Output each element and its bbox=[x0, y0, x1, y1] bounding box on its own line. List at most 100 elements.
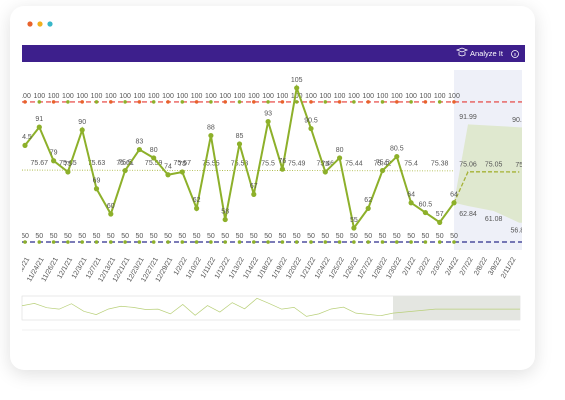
ucl-label: 100 bbox=[219, 93, 231, 100]
lcl-label: 50 bbox=[93, 233, 101, 240]
ucl-dot bbox=[123, 100, 127, 104]
lcl-dot bbox=[109, 240, 113, 244]
info-button[interactable] bbox=[511, 50, 519, 58]
data-point bbox=[408, 200, 414, 206]
data-label: 64 bbox=[450, 192, 458, 199]
forecast-upper-label: 90.93 bbox=[512, 117, 530, 124]
data-point bbox=[122, 167, 128, 174]
data-line bbox=[24, 83, 455, 231]
forecast-mean-label: 75.05 bbox=[485, 162, 503, 169]
data-label: 76 bbox=[279, 158, 287, 165]
mean-label: 75.65 bbox=[59, 160, 77, 167]
lcl-dot bbox=[94, 240, 99, 244]
ucl-label: 100 bbox=[205, 93, 217, 100]
lcl-dot bbox=[194, 240, 199, 244]
lcl-label: 50 bbox=[264, 233, 272, 240]
ucl-dot bbox=[80, 100, 84, 104]
lcl-label: 50 bbox=[21, 233, 29, 240]
card: Analyze It 100 100 100 100 100 100 100 100 100 10… bbox=[10, 6, 535, 370]
analyze-button[interactable]: Analyze It bbox=[455, 47, 504, 58]
data-label: 80.5 bbox=[390, 145, 404, 152]
data-label: 75.5 bbox=[376, 159, 390, 166]
ucl-dot bbox=[137, 100, 142, 104]
lcl-label: 50 bbox=[64, 233, 72, 240]
lcl-label: 50 bbox=[178, 233, 186, 240]
ucl-label: 100 bbox=[362, 93, 374, 100]
ucl-dot bbox=[323, 100, 328, 104]
lcl-dot bbox=[237, 240, 242, 244]
data-point bbox=[65, 169, 71, 175]
lcl-dot bbox=[137, 240, 142, 244]
data-point bbox=[294, 85, 300, 91]
ucl-label: 100 bbox=[377, 93, 389, 100]
navigator-range[interactable] bbox=[393, 296, 520, 320]
data-label: 75.5 bbox=[118, 159, 132, 166]
ucl-label: 100 bbox=[234, 93, 246, 100]
lcl-dot bbox=[209, 240, 213, 244]
window-dot bbox=[47, 21, 53, 27]
lcl-label: 50 bbox=[164, 233, 172, 240]
analyze-label: Analyze It bbox=[470, 49, 504, 58]
forecast-lower-label: 61.08 bbox=[485, 216, 503, 223]
lcl-label: 50 bbox=[193, 233, 201, 240]
ucl-label: 100 bbox=[348, 93, 360, 100]
ucl-dot bbox=[209, 100, 213, 104]
lcl-label: 50 bbox=[321, 233, 329, 240]
data-point bbox=[451, 200, 457, 206]
data-point bbox=[279, 166, 285, 172]
lcl-label: 50 bbox=[279, 233, 287, 240]
ucl-dot bbox=[294, 100, 299, 104]
lcl-label: 50 bbox=[50, 233, 58, 240]
ucl-dot bbox=[237, 100, 242, 104]
data-point bbox=[437, 219, 443, 225]
mean-label: 75.5 bbox=[261, 160, 275, 167]
lcl-dot bbox=[66, 240, 70, 244]
data-label: 91 bbox=[35, 116, 43, 123]
ucl-label: 100 bbox=[33, 93, 45, 100]
lcl-label: 50 bbox=[350, 233, 358, 240]
data-point bbox=[236, 141, 243, 147]
data-point bbox=[222, 216, 228, 223]
lcl-dot bbox=[366, 240, 371, 244]
lcl-dot bbox=[180, 240, 185, 244]
lcl-label: 50 bbox=[307, 233, 315, 240]
mean-label: 75.46 bbox=[317, 161, 335, 168]
data-label: 67 bbox=[250, 183, 258, 190]
data-point bbox=[179, 169, 185, 175]
data-point bbox=[165, 172, 171, 178]
ucl-label: 100 bbox=[162, 93, 174, 100]
data-point bbox=[337, 155, 343, 161]
mean-label: 75.67 bbox=[31, 160, 49, 167]
mean-label: 75.63 bbox=[88, 160, 106, 167]
ucl-dot bbox=[151, 100, 156, 104]
plot: 100 100 100 100 100 100 100 100 100 100 100 100 100 1… bbox=[19, 70, 530, 284]
ucl-dot bbox=[366, 100, 371, 104]
lcl-label: 50 bbox=[35, 233, 43, 240]
lcl-dot bbox=[280, 240, 285, 244]
lcl-label: 50 bbox=[136, 233, 144, 240]
lcl-label: 50 bbox=[379, 233, 387, 240]
ucl-dot bbox=[66, 100, 70, 104]
lcl-label: 50 bbox=[250, 233, 258, 240]
data-label: 75 bbox=[178, 161, 186, 168]
ucl-label: 100 bbox=[119, 93, 131, 100]
data-point bbox=[351, 225, 357, 231]
ucl-dot bbox=[309, 100, 313, 104]
lcl-label: 50 bbox=[393, 233, 401, 240]
lcl-dot bbox=[37, 240, 42, 244]
ucl-dot bbox=[109, 100, 113, 104]
ucl-label: 100 bbox=[19, 93, 31, 100]
lcl-label: 50 bbox=[364, 233, 372, 240]
lcl-dot bbox=[337, 240, 342, 244]
data-point bbox=[51, 158, 57, 164]
lcl-label: 50 bbox=[150, 233, 158, 240]
data-label: 85 bbox=[236, 133, 244, 140]
analyze-icon bbox=[455, 47, 469, 57]
ucl-label: 100 bbox=[291, 93, 303, 100]
data-label: 69 bbox=[93, 178, 101, 185]
lcl-dot bbox=[252, 240, 256, 244]
data-point bbox=[208, 132, 214, 139]
lcl-dot bbox=[223, 240, 227, 244]
forecast-mean-label: 75.06 bbox=[459, 162, 477, 169]
lcl-label: 50 bbox=[450, 233, 458, 240]
